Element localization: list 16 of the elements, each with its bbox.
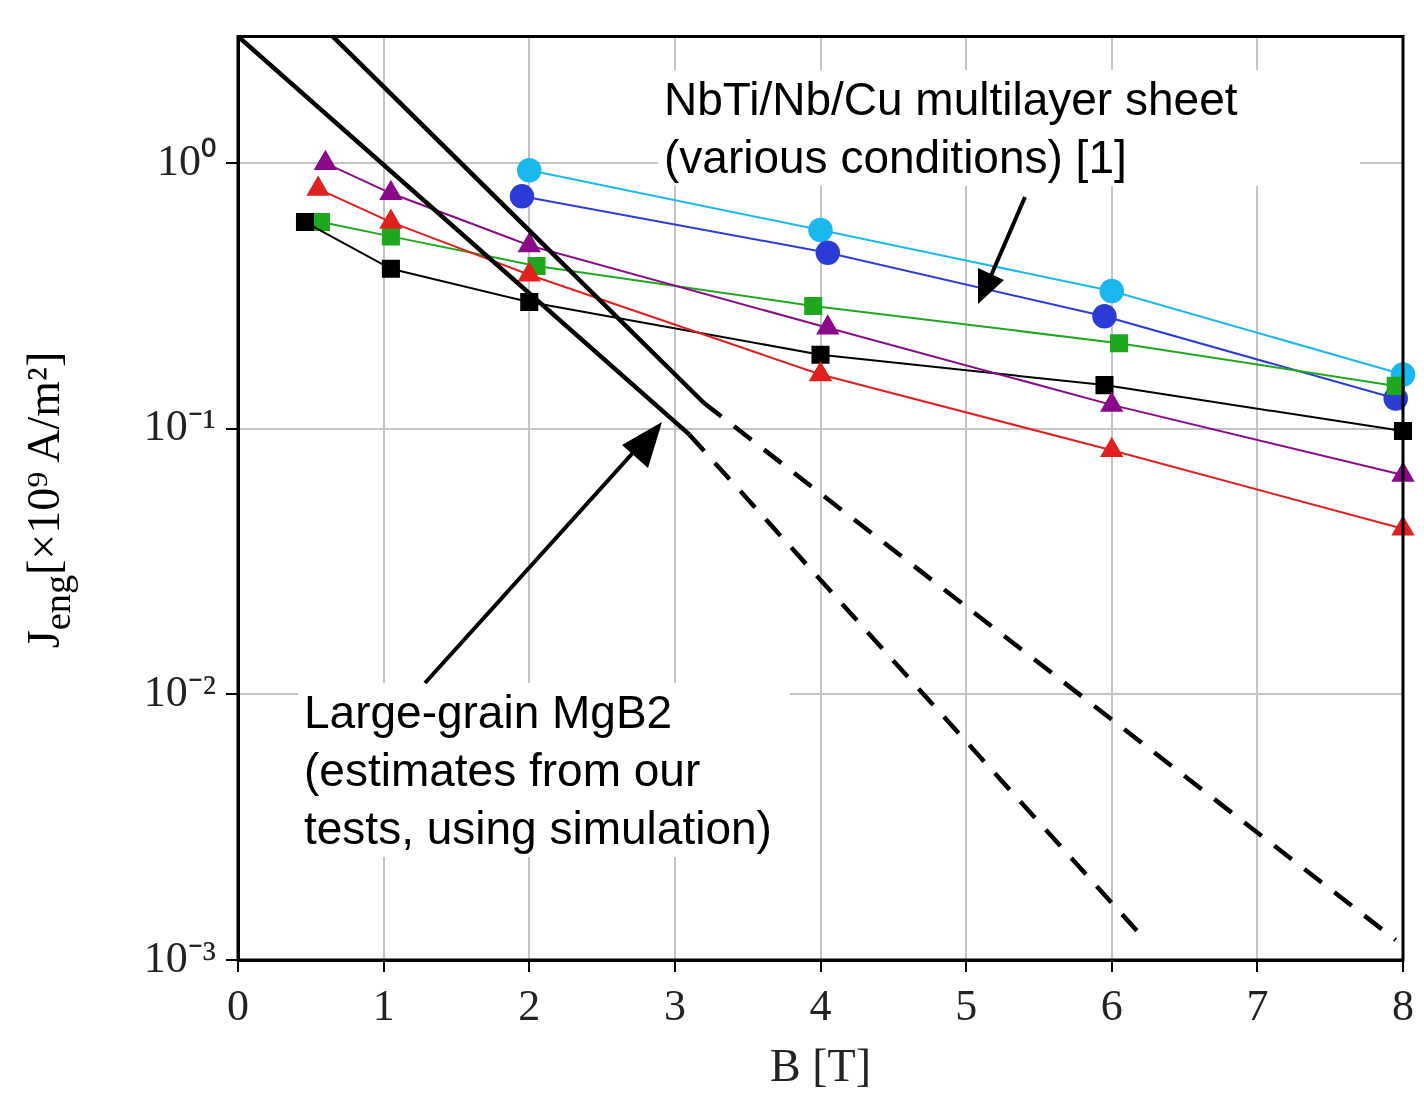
x-axis-title: B [T] bbox=[770, 1040, 871, 1092]
x-tick-label: 1 bbox=[372, 980, 395, 1030]
y-tick-label: 10⁻¹ bbox=[143, 401, 216, 451]
x-tick-label: 4 bbox=[809, 980, 832, 1030]
annotation: NbTi/Nb/Cu multilayer sheet (various conditions) [1] bbox=[658, 70, 1360, 186]
x-tick-label: 5 bbox=[955, 980, 978, 1030]
y-tick-label: 10⁻³ bbox=[143, 932, 216, 982]
x-tick-label: 8 bbox=[1392, 980, 1414, 1030]
x-tick-label: 2 bbox=[518, 980, 541, 1030]
x-tick-label: 7 bbox=[1246, 980, 1269, 1030]
x-tick-label: 6 bbox=[1100, 980, 1123, 1030]
annotation: Large-grain MgB2 (estimates from our tests, using simulation) bbox=[298, 683, 790, 857]
x-tick-label: 0 bbox=[227, 980, 249, 1030]
y-tick-label: 10⁰ bbox=[157, 135, 216, 185]
x-tick-label: 3 bbox=[663, 980, 686, 1030]
y-tick-label: 10⁻² bbox=[143, 666, 216, 716]
